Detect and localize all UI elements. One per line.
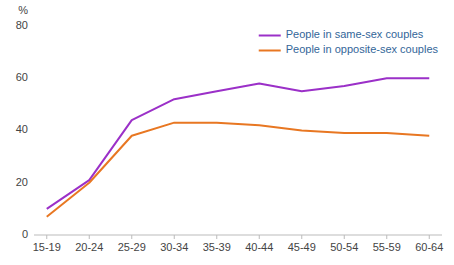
legend-swatch: [259, 50, 281, 52]
series-line: [47, 78, 430, 209]
x-tick: [174, 235, 175, 239]
chart-container: 0 20 40 60 80% 15-19 20-24 25-29 30-34 35-39 40-44…: [0, 0, 454, 265]
x-tick-label: 45-49: [288, 241, 316, 253]
x-tick: [344, 235, 345, 239]
x-tick: [259, 235, 260, 239]
x-tick-label: 15-19: [33, 241, 61, 253]
x-tick: [301, 235, 302, 239]
x-tick-label: 60-64: [415, 241, 443, 253]
x-tick-label: 40-44: [245, 241, 273, 253]
plot-area: [47, 78, 430, 216]
y-tick-label: 80: [16, 19, 28, 31]
series-line: [47, 123, 430, 217]
legend: People in same-sex couples People in oppo…: [259, 28, 439, 55]
x-tick: [46, 235, 47, 239]
x-tick: [89, 235, 90, 239]
y-tick-label: 60: [16, 71, 28, 83]
legend-swatch: [259, 35, 281, 37]
x-axis-line: [34, 235, 442, 236]
chart: 0 20 40 60 80% 15-19 20-24 25-29 30-34 35-39 40-44…: [0, 0, 454, 265]
x-tick-label: 35-39: [203, 241, 231, 253]
x-tick-label: 50-54: [330, 241, 358, 253]
x-tick: [429, 235, 430, 239]
y-tick-label: 20: [16, 176, 28, 188]
x-tick-label: 25-29: [118, 241, 146, 253]
y-tick-label: 0: [22, 228, 28, 240]
legend-label: People in opposite-sex couples: [286, 43, 439, 55]
x-tick-label: 30-34: [160, 241, 188, 253]
x-tick: [131, 235, 132, 239]
x-tick-label: 20-24: [75, 241, 103, 253]
y-tick-label: 40: [16, 123, 28, 135]
x-tick: [386, 235, 387, 239]
x-tick-label: 55-59: [373, 241, 401, 253]
x-tick: [216, 235, 217, 239]
y-axis-label: %: [18, 4, 28, 16]
legend-label: People in same-sex couples: [286, 28, 424, 40]
